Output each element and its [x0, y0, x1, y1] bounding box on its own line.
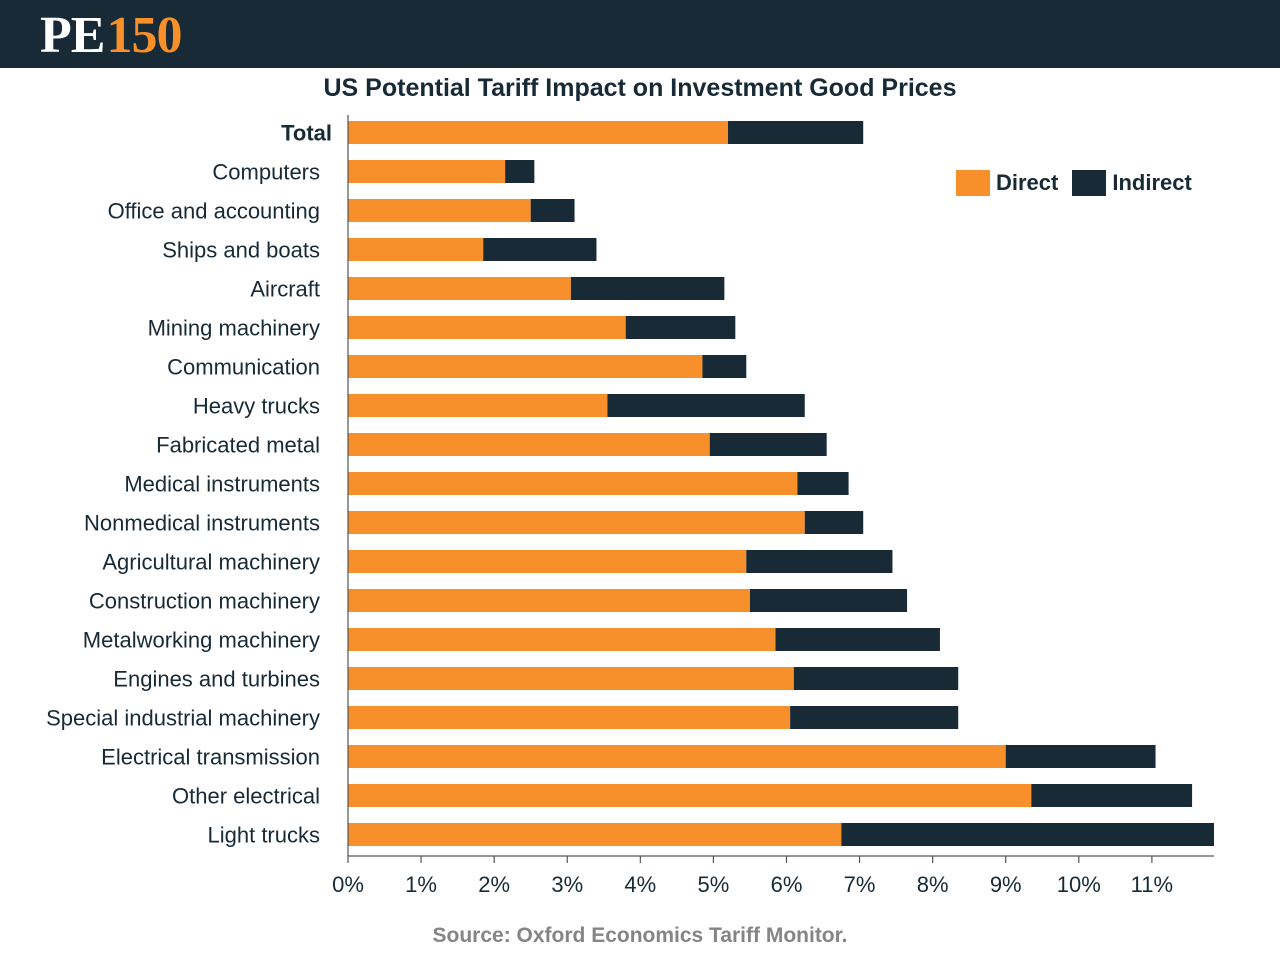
bar-direct: [348, 589, 750, 612]
bar-indirect: [530, 199, 575, 222]
category-label: Special industrial machinery: [46, 706, 320, 731]
bar-direct: [348, 160, 506, 183]
bar-direct: [348, 433, 710, 456]
bar-indirect: [570, 277, 725, 300]
bar-indirect: [702, 355, 747, 378]
category-label: Mining machinery: [148, 316, 320, 341]
category-label: Medical instruments: [124, 472, 320, 497]
brand-logo: PE150: [40, 6, 182, 66]
bar-indirect: [841, 823, 1214, 846]
bar-indirect: [790, 706, 959, 729]
category-label: Office and accounting: [108, 199, 320, 224]
x-tick-label: 6%: [771, 872, 803, 897]
header-bar: PE150: [0, 0, 1280, 68]
bar-direct: [348, 199, 531, 222]
legend-item-direct: Direct: [956, 170, 1058, 196]
bar-indirect: [797, 472, 849, 495]
bar-indirect: [728, 121, 864, 144]
bar-indirect: [793, 667, 959, 690]
category-label: Aircraft: [250, 277, 320, 302]
x-tick-label: 9%: [990, 872, 1022, 897]
brand-prefix: PE: [40, 7, 105, 64]
bar-indirect: [746, 550, 893, 573]
bar-direct: [348, 784, 1032, 807]
bar-indirect: [505, 160, 535, 183]
bar-direct: [348, 472, 798, 495]
source-note: Source: Oxford Economics Tariff Monitor.: [432, 924, 848, 947]
x-tick-label: 2%: [478, 872, 510, 897]
bar-direct: [348, 394, 608, 417]
category-label: Other electrical: [172, 784, 320, 809]
x-tick-label: 10%: [1057, 872, 1101, 897]
x-tick-label: 11%: [1131, 872, 1173, 897]
bar-direct: [348, 511, 805, 534]
bar-indirect: [775, 628, 940, 651]
category-label: Agricultural machinery: [102, 550, 320, 575]
bar-indirect: [1031, 784, 1193, 807]
bar-direct: [348, 667, 794, 690]
x-tick-label: 1%: [405, 872, 437, 897]
bar-direct: [348, 316, 626, 339]
bar-direct: [348, 550, 747, 573]
category-label: Light trucks: [208, 823, 321, 848]
x-tick-label: 5%: [698, 872, 730, 897]
category-label: Engines and turbines: [113, 667, 320, 692]
bar-direct: [348, 121, 729, 144]
bar-indirect: [804, 511, 864, 534]
bar-direct: [348, 355, 703, 378]
x-tick-label: 7%: [844, 872, 876, 897]
category-label: Total: [281, 121, 332, 146]
legend-item-indirect: Indirect: [1072, 170, 1192, 196]
brand-number: 150: [106, 7, 182, 64]
bar-direct: [348, 823, 842, 846]
category-label: Heavy trucks: [193, 394, 320, 419]
category-label: Construction machinery: [89, 589, 320, 614]
bar-indirect: [625, 316, 736, 339]
legend-swatch-indirect: [1072, 170, 1107, 196]
x-tick-label: 4%: [624, 872, 656, 897]
category-label: Electrical transmission: [101, 745, 320, 770]
chart-legend: Direct Indirect: [956, 170, 1206, 196]
bar-direct: [348, 628, 776, 651]
bar-direct: [348, 238, 484, 261]
bar-direct: [348, 745, 1006, 768]
chart-title: US Potential Tariff Impact on Investment…: [323, 74, 957, 102]
category-label: Communication: [167, 355, 320, 380]
x-tick-label: 3%: [551, 872, 583, 897]
bar-indirect: [607, 394, 805, 417]
x-tick-label: 0%: [332, 872, 364, 897]
x-tick-label: 8%: [917, 872, 949, 897]
bar-indirect: [709, 433, 827, 456]
legend-label-direct: Direct: [996, 170, 1059, 195]
bar-indirect: [483, 238, 597, 261]
category-label: Nonmedical instruments: [84, 511, 320, 536]
category-label: Fabricated metal: [156, 433, 320, 458]
category-label: Computers: [212, 160, 320, 185]
bar-direct: [348, 706, 791, 729]
bar-indirect: [1005, 745, 1156, 768]
category-label: Metalworking machinery: [83, 628, 320, 653]
bar-indirect: [749, 589, 908, 612]
category-label: Ships and boats: [162, 238, 320, 263]
legend-swatch-direct: [956, 170, 990, 196]
bar-direct: [348, 277, 571, 300]
legend-label-indirect: Indirect: [1112, 170, 1192, 195]
